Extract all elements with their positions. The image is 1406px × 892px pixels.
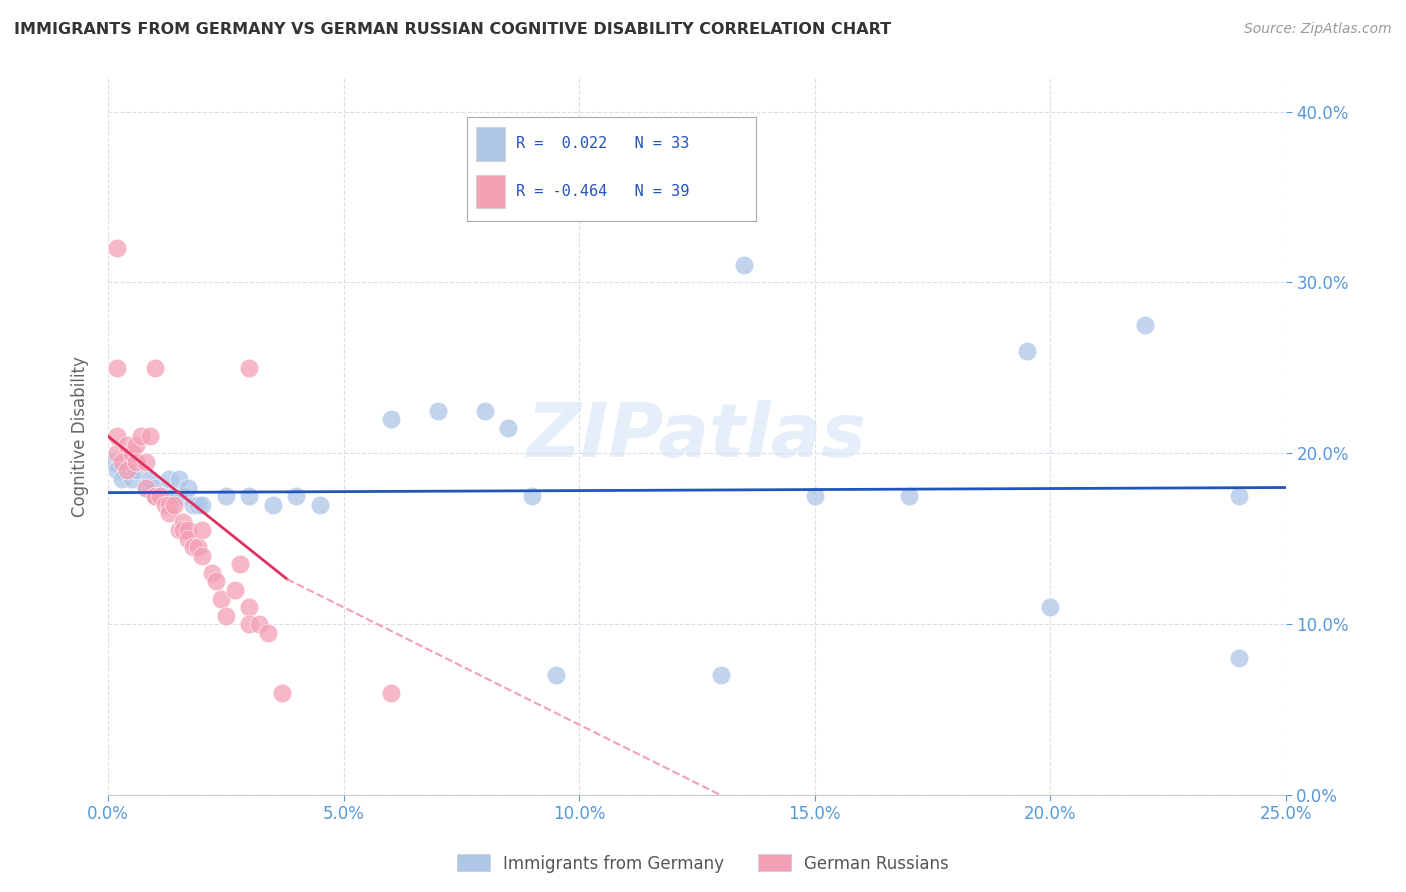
Point [107,429,129,443]
Point [153,489,176,503]
Point [139,429,162,443]
Point [125,438,148,452]
Point [544,668,567,682]
Point [111,472,134,486]
Point [1133,318,1156,333]
Point [177,532,200,546]
Point [135,481,157,495]
Point [257,625,280,640]
Point [115,463,138,477]
Text: IMMIGRANTS FROM GERMANY VS GERMAN RUSSIAN COGNITIVE DISABILITY CORRELATION CHART: IMMIGRANTS FROM GERMANY VS GERMAN RUSSIA… [14,22,891,37]
Point [238,489,260,503]
Point [149,489,172,503]
Point [186,498,208,512]
Point [139,472,162,486]
Point [181,541,204,555]
Point [143,489,166,503]
Point [247,617,270,632]
Point [238,600,260,615]
Legend: Immigrants from Germany, German Russians: Immigrants from Germany, German Russians [450,847,956,880]
Point [135,481,157,495]
Point [201,566,224,580]
Point [191,549,214,563]
Point [191,523,214,537]
Point [177,523,200,537]
Point [181,498,204,512]
Point [380,412,402,426]
Point [143,360,166,375]
Point [172,489,194,503]
Point [191,498,214,512]
Point [215,608,238,623]
Point [426,403,449,417]
Point [153,498,176,512]
Point [163,498,186,512]
Point [209,591,232,606]
Point [107,241,129,255]
Point [157,506,180,520]
Point [121,472,143,486]
Point [125,463,148,477]
Point [1039,600,1062,615]
Point [215,489,238,503]
Point [111,455,134,469]
Point [115,438,138,452]
Point [135,455,157,469]
Point [380,685,402,699]
Point [186,541,208,555]
Point [224,582,246,597]
Point [177,481,200,495]
Point [474,403,496,417]
Point [107,360,129,375]
Text: ZIPatlas: ZIPatlas [527,400,868,473]
Point [285,489,308,503]
Point [172,523,194,537]
Point [498,420,520,434]
Point [1227,489,1250,503]
Point [897,489,920,503]
Point [157,498,180,512]
Point [107,463,129,477]
Point [149,489,172,503]
Point [157,472,180,486]
Y-axis label: Cognitive Disability: Cognitive Disability [72,356,89,516]
Point [309,498,332,512]
Point [125,455,148,469]
Point [129,429,152,443]
Point [733,259,755,273]
Point [167,472,190,486]
Point [238,360,260,375]
Point [163,489,186,503]
Point [238,617,260,632]
Point [205,574,228,589]
Point [520,489,543,503]
Point [143,481,166,495]
Point [229,558,252,572]
Point [1227,651,1250,665]
Point [1015,343,1038,358]
Point [271,685,294,699]
Point [143,489,166,503]
Point [709,668,731,682]
Point [101,455,124,469]
Point [803,489,825,503]
Point [262,498,284,512]
Point [121,446,143,460]
Text: Source: ZipAtlas.com: Source: ZipAtlas.com [1244,22,1392,37]
Point [172,515,194,529]
Point [167,523,190,537]
Point [107,446,129,460]
